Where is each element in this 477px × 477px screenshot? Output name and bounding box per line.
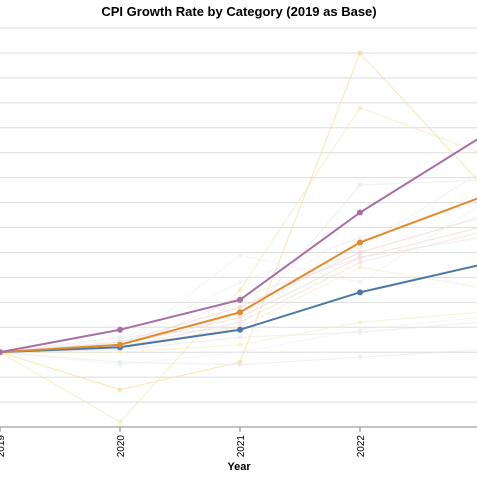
data-point (0, 349, 3, 356)
data-point (357, 234, 363, 240)
x-tick-label: 2020 (116, 435, 127, 458)
data-point (117, 387, 123, 393)
data-point (357, 244, 363, 250)
x-axis-title: Year (227, 461, 251, 473)
x-tick-label: 2019 (0, 435, 7, 458)
data-point (237, 287, 243, 293)
data-point (357, 264, 363, 270)
chart-title: CPI Growth Rate by Category (2019 as Bas… (101, 4, 376, 19)
data-point (357, 319, 363, 325)
data-point (357, 105, 363, 111)
data-point (237, 309, 243, 316)
series-path (0, 138, 477, 354)
data-point (357, 249, 363, 255)
data-point (357, 289, 363, 296)
data-point (237, 279, 243, 285)
series-line (0, 50, 477, 393)
data-point (237, 362, 243, 368)
data-point (117, 326, 123, 333)
x-tick-label: 2022 (356, 435, 367, 458)
data-point (357, 182, 363, 188)
data-point (357, 209, 363, 216)
data-point (357, 327, 363, 333)
data-point (237, 334, 243, 340)
data-point (237, 342, 243, 348)
data-point (117, 362, 123, 368)
x-tick-label: 2021 (236, 435, 247, 458)
x-axis: 20192020202120222023 (0, 426, 477, 458)
data-point (117, 341, 123, 348)
series-line (0, 138, 477, 356)
data-point (237, 252, 243, 258)
data-point (237, 296, 243, 303)
data-point (117, 334, 123, 340)
data-point (357, 50, 363, 56)
series-line (0, 217, 477, 355)
series-lines (0, 50, 477, 425)
data-point (357, 259, 363, 265)
data-point (357, 279, 363, 285)
data-point (237, 349, 243, 355)
data-point (357, 239, 363, 246)
data-point (357, 254, 363, 260)
data-point (237, 326, 243, 333)
data-point (117, 419, 123, 425)
data-point (237, 319, 243, 325)
data-point (357, 354, 363, 360)
data-point (237, 304, 243, 310)
series-line (0, 105, 477, 425)
grid-lines (0, 27, 477, 428)
